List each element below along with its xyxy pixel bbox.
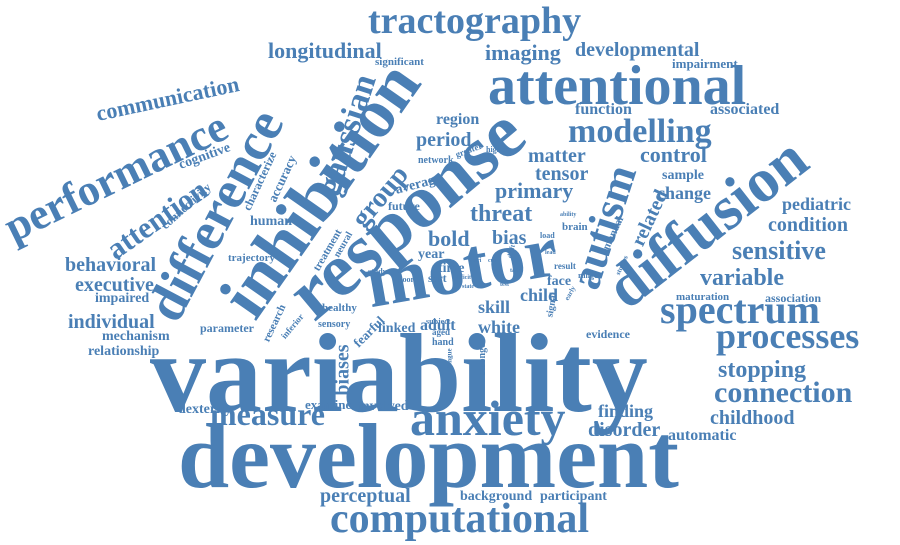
word-load: load [540,231,555,240]
word-period: period [416,129,472,151]
word-imaging: imaging [485,40,561,65]
word-time: time [438,261,465,276]
word-brain: brain [562,221,588,233]
word-evidence: evidence [586,327,630,341]
word-relationship: relationship [88,344,160,359]
word-anxiety: anxiety [410,390,566,446]
word-development: development [178,405,679,507]
word-poor: poor [398,275,414,284]
word-measure: measure [210,396,325,432]
word-primary: primary [495,178,574,203]
word-tensor: tensor [535,163,589,185]
word-automatic: automatic [668,427,737,444]
word-lead: lead [545,250,556,256]
word-disorder: disorder [588,419,661,441]
word-human: human [250,214,293,229]
word-finding: finding [598,401,654,421]
word-sample: sample [662,168,704,183]
word-linked: linked [378,321,416,336]
word-study: study [368,267,387,276]
word-hand: hand [432,337,454,348]
word-individual: individual [68,311,155,333]
word-significant: significant [375,56,424,68]
word-ability: ability [560,212,577,218]
word-matter: matter [528,145,586,167]
word-impairment: impairment [672,56,738,71]
word-control: control [640,142,707,167]
word-state: state [462,284,474,290]
word-sensitive: sensitive [732,236,826,265]
word-modelling: modelling [568,113,712,150]
word-tractography: tractography [368,0,582,42]
word-sensory: sensory [318,319,351,330]
word-tongue: tongue [445,348,454,369]
word-stopping: stopping [718,357,807,383]
word-cue: cue [488,258,497,264]
word-subject: subject [426,317,451,326]
word-background: background [460,489,533,504]
word-perceptual: perceptual [320,485,411,507]
word-deficit: deficit [455,275,471,281]
word-function: function [575,101,632,118]
word-threat: threat [470,201,533,227]
word-executive: executive [75,274,154,296]
word-associated: associated [710,101,780,118]
word-bold: bold [428,226,470,251]
word-behavioral: behavioral [65,254,157,276]
word-examine: examine [305,397,352,412]
word-association: association [765,291,822,305]
word-computational: computational [330,496,590,542]
word-spectrum: spectrum [660,287,820,332]
word-region: region [436,111,480,128]
word-biases: biases [331,344,354,396]
word-ssrt: ssrt [428,271,447,285]
word-stronger: stronger [476,339,488,375]
word-year: year [418,247,445,262]
word-maturation: maturation [676,291,730,303]
word-impaired: impaired [95,291,150,306]
word-involved: involved [358,399,409,414]
word-condition: condition [768,214,849,236]
word-bias: bias [492,227,527,249]
word-mechanism: mechanism [102,329,170,344]
word-child: child [520,285,559,305]
word-task: task [510,268,521,274]
word-longitudinal: longitudinal [268,38,382,63]
word-variable: variable [700,265,784,291]
word-result: result [554,261,576,271]
word-trajectory: trajectory [228,252,276,264]
word-network: network [418,155,454,166]
word-future: future [388,199,420,213]
word-attentional: attentional [488,55,747,117]
word-test: test [500,282,509,288]
word-dexterity: dexterity [178,402,232,417]
word-healthy: healthy [322,302,357,314]
word-higher: higher [486,145,509,154]
word-aged: aged [432,327,450,337]
word-connection: connection [714,376,853,409]
word-childhood: childhood [710,407,795,429]
word-processes: processes [716,316,860,356]
word-face: face [547,274,572,289]
word-change: change [657,183,711,203]
word-pediatric: pediatric [782,194,851,214]
word-range: range [578,271,598,280]
word-variability: variability [150,312,648,436]
word-adult: adult [420,317,456,334]
word-developmental: developmental [575,39,700,61]
word-participant: participant [540,489,607,504]
word-skill: skill [478,297,511,317]
word-white: white [478,317,520,337]
word-fmri: fmri [470,258,482,264]
word-parameter: parameter [200,321,254,335]
